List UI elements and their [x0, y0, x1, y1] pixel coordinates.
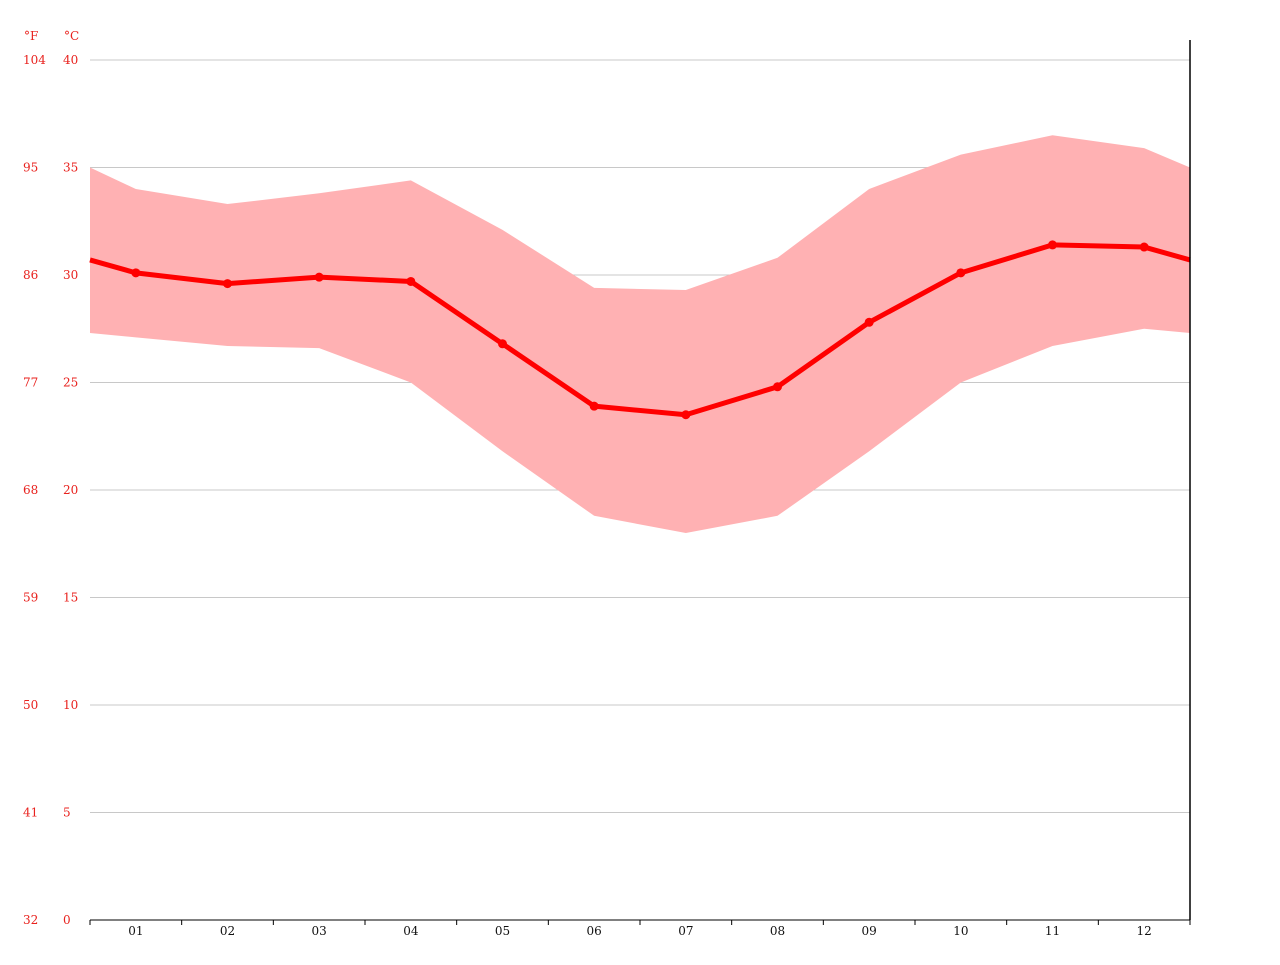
y-tick-label-fahrenheit: 32 [23, 913, 38, 927]
x-tick-label-01: 01 [128, 924, 143, 938]
data-point-03 [314, 272, 324, 282]
data-point-07 [681, 410, 691, 420]
x-tick-label-11: 11 [1045, 924, 1060, 938]
y-tick-label-fahrenheit: 86 [23, 268, 38, 282]
y-tick-labels: 32 0 41 5 50 10 59 15 68 20 77 25 86 30 95 35 104 40 [23, 53, 78, 927]
data-point-02 [223, 279, 232, 289]
x-tick-labels: 01 02 03 04 05 06 07 08 09 10 11 12 [128, 924, 1152, 938]
y-tick-label-celsius: 5 [63, 806, 71, 820]
data-point-05 [498, 339, 507, 349]
average-temperature-line [89, 242, 1191, 418]
y-tick-label-celsius: 10 [63, 698, 78, 712]
y-tick-label-fahrenheit: 59 [23, 591, 38, 605]
fahrenheit-unit-label: °F [24, 29, 38, 43]
y-tick-label-fahrenheit: 95 [23, 161, 38, 175]
y-tick-label-fahrenheit: 50 [23, 698, 38, 712]
y-tick-label-celsius: 30 [63, 268, 78, 282]
y-tick-label-celsius: 15 [63, 591, 78, 605]
data-point-01 [131, 268, 141, 278]
y-tick-label-celsius: 40 [63, 53, 78, 67]
x-tick-label-02: 02 [220, 924, 235, 938]
x-tick-label-03: 03 [312, 924, 327, 938]
y-tick-label-celsius: 0 [63, 913, 71, 927]
x-tick-label-04: 04 [403, 924, 419, 938]
data-points [131, 240, 1149, 420]
x-tick-label-10: 10 [953, 924, 968, 938]
axes [89, 40, 1191, 925]
x-tick-label-05: 05 [495, 924, 510, 938]
data-point-10 [956, 268, 966, 278]
temperature-range-band [90, 135, 1190, 533]
data-point-06 [589, 401, 599, 411]
y-tick-label-fahrenheit: 41 [23, 806, 38, 820]
x-tick-label-09: 09 [862, 924, 877, 938]
y-tick-label-celsius: 25 [63, 376, 78, 390]
celsius-unit-label: °C [64, 29, 79, 43]
y-tick-label-fahrenheit: 104 [23, 53, 46, 67]
data-point-11 [1048, 240, 1057, 250]
y-tick-label-celsius: 20 [63, 483, 78, 497]
data-point-04 [406, 276, 416, 286]
x-tick-label-12: 12 [1137, 924, 1152, 938]
x-tick-label-06: 06 [587, 924, 602, 938]
x-tick-label-08: 08 [770, 924, 785, 938]
data-point-09 [864, 317, 874, 327]
x-tick-label-07: 07 [678, 924, 693, 938]
data-point-12 [1139, 242, 1149, 252]
y-tick-label-fahrenheit: 77 [23, 376, 38, 390]
y-tick-label-fahrenheit: 68 [23, 483, 38, 497]
y-tick-label-celsius: 35 [63, 161, 78, 175]
data-point-08 [773, 382, 782, 392]
